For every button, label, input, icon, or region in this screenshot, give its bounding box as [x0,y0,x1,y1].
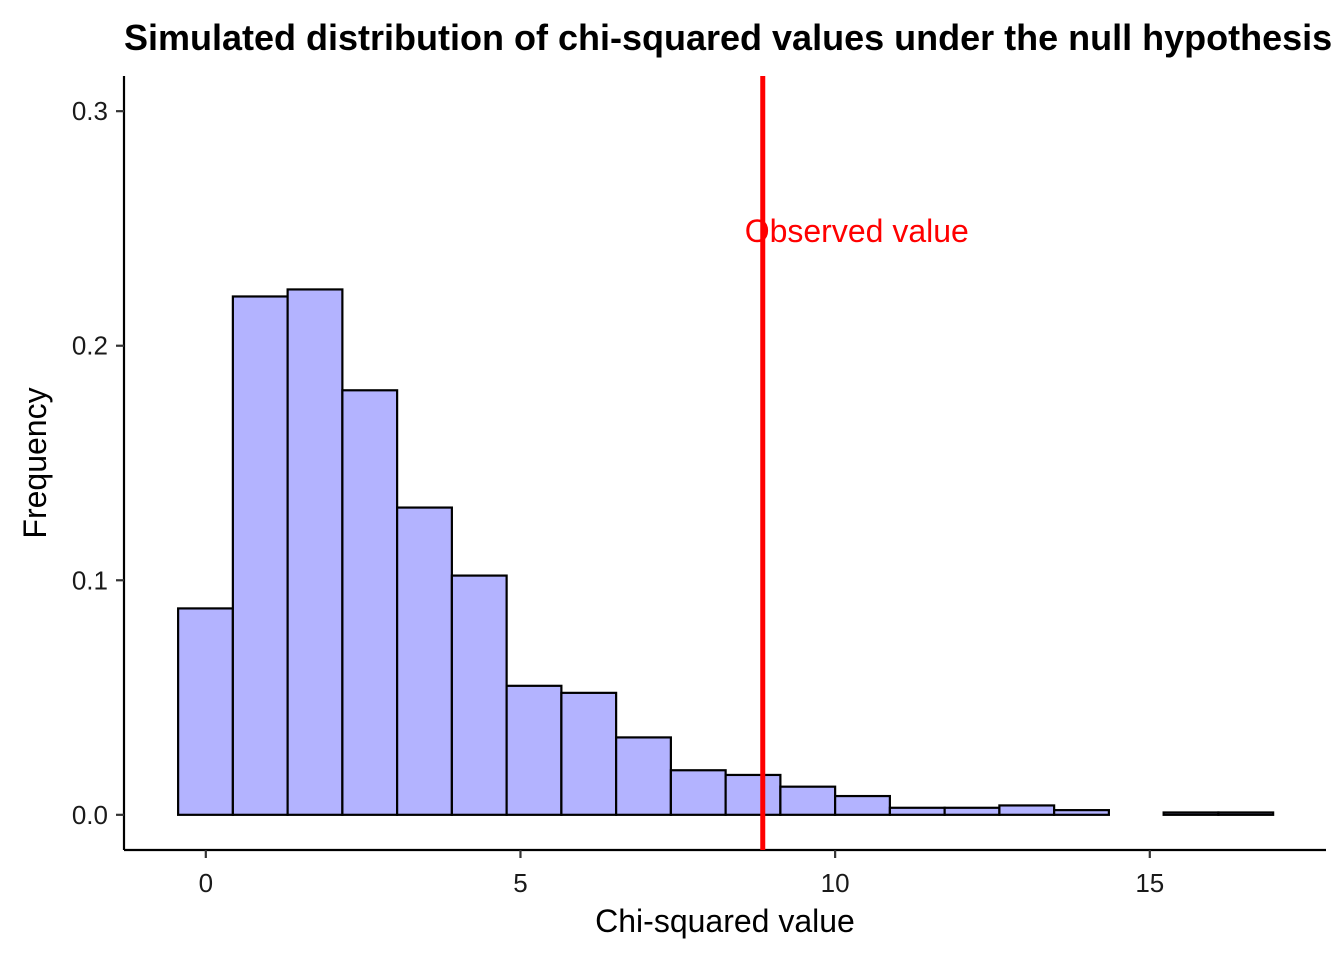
histogram-bar [779,785,837,816]
x-axis-title: Chi-squared value [595,903,855,939]
histogram-bar [177,607,234,816]
x-tick-label: 5 [513,868,527,898]
x-tick-label: 10 [821,868,850,898]
x-tick-label: 0 [199,868,213,898]
chart-title: Simulated distribution of chi-squared va… [124,17,1332,58]
histogram-bar [998,804,1056,816]
histogram-bar [286,288,344,816]
histogram-bar [834,794,891,816]
y-axis-title: Frequency [17,387,53,538]
y-tick-label: 0.1 [72,565,108,595]
histogram-bar [341,389,399,816]
histogram-bars [177,288,1275,816]
observed-value-label: Observed value [745,213,969,249]
y-tick-label: 0.0 [72,800,108,830]
x-tick-label: 15 [1135,868,1164,898]
histogram-bar [1217,811,1275,816]
x-axis-ticks: 0 5 10 15 [199,850,1164,898]
histogram-bar [888,806,946,816]
histogram-bar [560,691,618,816]
histogram-bar [505,684,563,816]
histogram-bar [396,506,453,816]
histogram-bar [450,574,508,816]
histogram-bar [231,295,289,816]
y-axis-ticks: 0.0 0.1 0.2 0.3 [72,96,124,830]
histogram-bar [1053,809,1110,816]
histogram-bar [669,769,727,816]
histogram-bar [724,773,782,816]
y-tick-label: 0.3 [72,96,108,126]
histogram-bar [1162,811,1220,816]
y-tick-label: 0.2 [72,331,108,361]
histogram-bar [943,806,1001,816]
histogram-bar [615,736,672,816]
